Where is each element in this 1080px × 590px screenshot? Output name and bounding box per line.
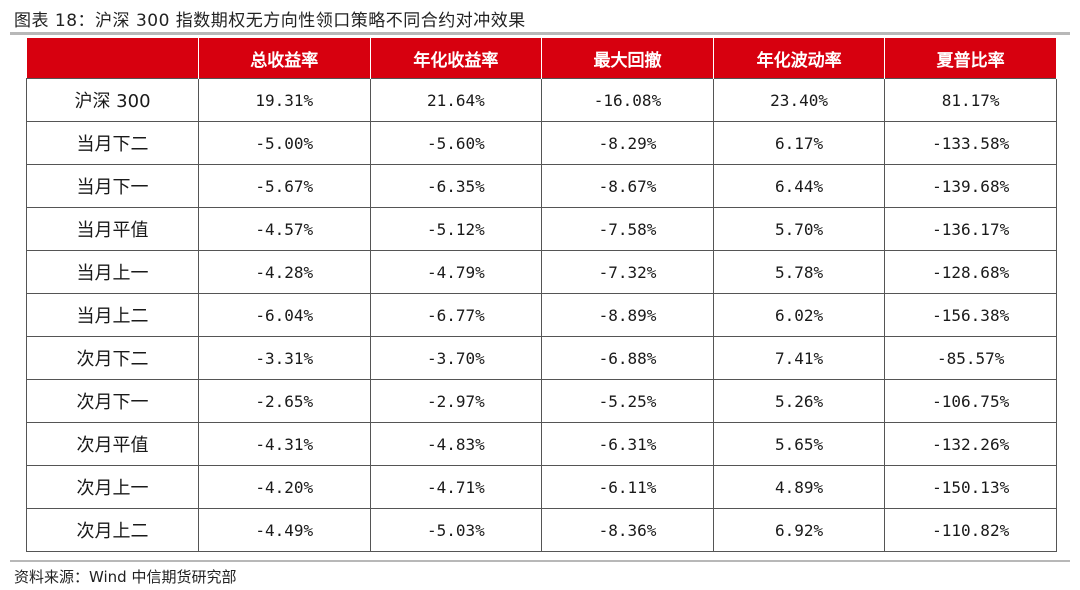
value-cell: -150.13% — [884, 465, 1057, 509]
value-cell: -6.04% — [198, 293, 371, 337]
row-label-cell: 当月下二 — [26, 121, 199, 165]
value-cell: -5.60% — [369, 121, 543, 165]
row-label-cell: 沪深 300 — [26, 78, 199, 122]
value-cell: -5.67% — [198, 164, 371, 208]
table-row: 当月下一 -5.67% -6.35% -8.67% 6.44% -139.68% — [26, 164, 1057, 208]
value-cell: -156.38% — [884, 293, 1057, 337]
value-cell: -4.79% — [369, 250, 543, 294]
value-cell: -6.88% — [541, 336, 714, 380]
value-cell: 81.17% — [884, 78, 1057, 122]
row-label-cell: 当月上二 — [26, 293, 199, 337]
value-cell: 5.65% — [712, 422, 886, 466]
value-cell: 19.31% — [198, 78, 371, 122]
value-cell: -8.89% — [541, 293, 714, 337]
value-cell: 6.92% — [712, 508, 886, 552]
value-cell: -4.57% — [198, 207, 371, 251]
value-cell: -85.57% — [884, 336, 1057, 380]
value-cell: -133.58% — [884, 121, 1057, 165]
value-cell: -4.83% — [369, 422, 543, 466]
table-row: 沪深 300 19.31% 21.64% -16.08% 23.40% 81.17% — [26, 78, 1057, 122]
value-cell: 5.70% — [712, 207, 886, 251]
table-row: 次月上二 -4.49% -5.03% -8.36% 6.92% -110.82% — [26, 508, 1057, 552]
table-row: 次月下一 -2.65% -2.97% -5.25% 5.26% -106.75% — [26, 379, 1057, 423]
value-cell: -5.12% — [369, 207, 543, 251]
value-cell: -5.00% — [198, 121, 371, 165]
value-cell: -8.67% — [541, 164, 714, 208]
table-header-row: 总收益率 年化收益率 最大回撤 年化波动率 夏普比率 — [26, 38, 1057, 79]
value-cell: -7.32% — [541, 250, 714, 294]
value-cell: -136.17% — [884, 207, 1057, 251]
value-cell: 21.64% — [369, 78, 543, 122]
value-cell: -5.03% — [369, 508, 543, 552]
value-cell: -3.31% — [198, 336, 371, 380]
value-cell: 4.89% — [712, 465, 886, 509]
value-cell: -4.28% — [198, 250, 371, 294]
header-cell-corner — [26, 38, 199, 79]
value-cell: -3.70% — [369, 336, 543, 380]
value-cell: -139.68% — [884, 164, 1057, 208]
value-cell: 23.40% — [712, 78, 886, 122]
value-cell: -8.36% — [541, 508, 714, 552]
table-row: 当月上二 -6.04% -6.77% -8.89% 6.02% -156.38% — [26, 293, 1057, 337]
value-cell: 5.26% — [712, 379, 886, 423]
value-cell: -2.65% — [198, 379, 371, 423]
header-cell-total-return: 总收益率 — [198, 38, 371, 79]
row-label-cell: 当月平值 — [26, 207, 199, 251]
row-label-cell: 当月上一 — [26, 250, 199, 294]
value-cell: -4.20% — [198, 465, 371, 509]
header-cell-annual-return: 年化收益率 — [369, 38, 543, 79]
value-cell: 5.78% — [712, 250, 886, 294]
table-row: 次月下二 -3.31% -3.70% -6.88% 7.41% -85.57% — [26, 336, 1057, 380]
value-cell: -4.49% — [198, 508, 371, 552]
value-cell: 7.41% — [712, 336, 886, 380]
value-cell: 6.44% — [712, 164, 886, 208]
table-row: 次月上一 -4.20% -4.71% -6.11% 4.89% -150.13% — [26, 465, 1057, 509]
row-label-cell: 次月上二 — [26, 508, 199, 552]
value-cell: -4.31% — [198, 422, 371, 466]
table-row: 当月上一 -4.28% -4.79% -7.32% 5.78% -128.68% — [26, 250, 1057, 294]
table-row: 当月下二 -5.00% -5.60% -8.29% 6.17% -133.58% — [26, 121, 1057, 165]
row-label-cell: 次月下一 — [26, 379, 199, 423]
value-cell: -6.35% — [369, 164, 543, 208]
row-label-cell: 次月下二 — [26, 336, 199, 380]
value-cell: -5.25% — [541, 379, 714, 423]
table-row: 当月平值 -4.57% -5.12% -7.58% 5.70% -136.17% — [26, 207, 1057, 251]
table-row: 次月平值 -4.31% -4.83% -6.31% 5.65% -132.26% — [26, 422, 1057, 466]
value-cell: -7.58% — [541, 207, 714, 251]
header-cell-sharpe-ratio: 夏普比率 — [884, 38, 1057, 79]
value-cell: 6.17% — [712, 121, 886, 165]
row-label-cell: 次月上一 — [26, 465, 199, 509]
source-note: 资料来源：Wind 中信期货研究部 — [14, 568, 237, 586]
value-cell: -132.26% — [884, 422, 1057, 466]
value-cell: 6.02% — [712, 293, 886, 337]
row-label-cell: 当月下一 — [26, 164, 199, 208]
row-label-cell: 次月平值 — [26, 422, 199, 466]
top-rule — [10, 32, 1070, 35]
value-cell: -6.77% — [369, 293, 543, 337]
value-cell: -128.68% — [884, 250, 1057, 294]
bottom-rule — [10, 560, 1070, 562]
value-cell: -6.31% — [541, 422, 714, 466]
value-cell: -16.08% — [541, 78, 714, 122]
value-cell: -106.75% — [884, 379, 1057, 423]
figure-title: 图表 18：沪深 300 指数期权无方向性领口策略不同合约对冲效果 — [14, 11, 526, 31]
header-cell-max-drawdown: 最大回撤 — [541, 38, 714, 79]
value-cell: -8.29% — [541, 121, 714, 165]
value-cell: -6.11% — [541, 465, 714, 509]
header-cell-annual-volatility: 年化波动率 — [712, 38, 886, 79]
value-cell: -110.82% — [884, 508, 1057, 552]
value-cell: -4.71% — [369, 465, 543, 509]
value-cell: -2.97% — [369, 379, 543, 423]
hedge-effect-table: 总收益率 年化收益率 最大回撤 年化波动率 夏普比率 沪深 300 19.31% 2… — [26, 38, 1057, 552]
